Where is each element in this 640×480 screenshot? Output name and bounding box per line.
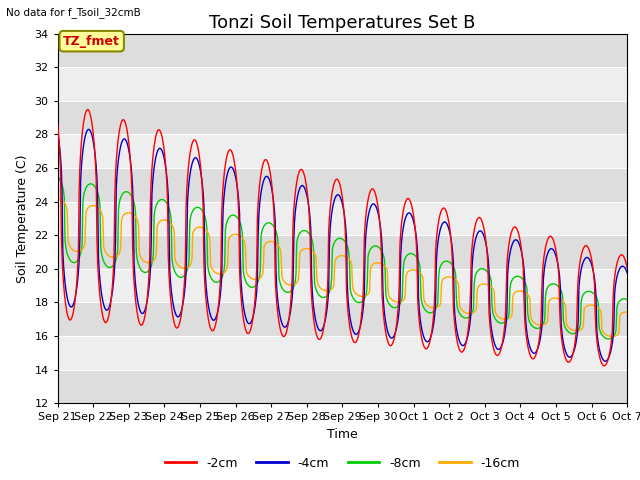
Bar xyxy=(58,134,627,168)
Y-axis label: Soil Temperature (C): Soil Temperature (C) xyxy=(16,154,29,283)
Bar xyxy=(58,302,627,336)
X-axis label: Time: Time xyxy=(327,428,358,441)
Text: TZ_fmet: TZ_fmet xyxy=(63,35,120,48)
Legend: -2cm, -4cm, -8cm, -16cm: -2cm, -4cm, -8cm, -16cm xyxy=(160,452,525,475)
Bar xyxy=(58,235,627,269)
Bar xyxy=(58,269,627,302)
Bar xyxy=(58,202,627,235)
Bar xyxy=(58,370,627,403)
Bar xyxy=(58,34,627,67)
Text: No data for f_Tsoil_32cmB: No data for f_Tsoil_32cmB xyxy=(6,7,141,18)
Bar xyxy=(58,67,627,101)
Title: Tonzi Soil Temperatures Set B: Tonzi Soil Temperatures Set B xyxy=(209,14,476,32)
Bar xyxy=(58,168,627,202)
Bar xyxy=(58,336,627,370)
Bar xyxy=(58,101,627,134)
